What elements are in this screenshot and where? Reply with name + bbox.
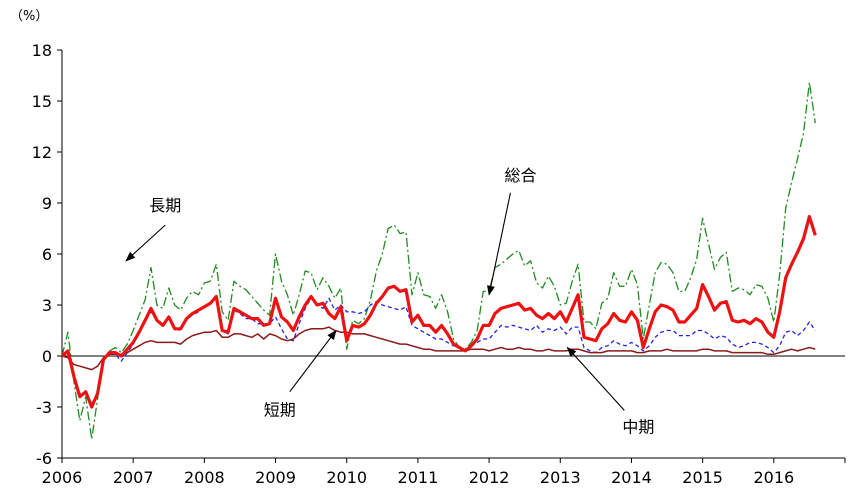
series-line-short	[62, 327, 815, 370]
x-tick-label: 2013	[540, 468, 581, 487]
y-unit-label: （%）	[10, 9, 48, 24]
annotation-label-mid: 中期	[622, 417, 654, 436]
y-tick-label: 3	[42, 296, 52, 315]
series-group	[62, 82, 815, 439]
y-tick-label: -3	[36, 398, 52, 417]
x-tick-label: 2011	[398, 468, 439, 487]
axes-frame	[62, 50, 845, 458]
x-tick-label: 2007	[113, 468, 154, 487]
x-tick-label: 2015	[682, 468, 723, 487]
x-tick-label: 2016	[753, 468, 794, 487]
y-tick-label: 0	[42, 347, 52, 366]
series-line-long	[62, 82, 815, 439]
y-axis: -6 -3 0 3 6 9 12 15 18	[32, 41, 62, 468]
y-tick-label: -6	[36, 449, 52, 468]
x-axis: 2006 2007 2008 2009 2010 2011 2012 2013 2014 2015…	[42, 458, 845, 487]
x-tick-label: 2014	[611, 468, 652, 487]
series-line-total	[62, 217, 815, 407]
y-tick-label: 12	[32, 143, 52, 162]
x-tick-label: 2012	[469, 468, 510, 487]
annotation-arrow-total	[489, 193, 510, 295]
x-tick-label: 2010	[326, 468, 367, 487]
y-tick-label: 18	[32, 41, 52, 60]
y-tick-label: 9	[42, 194, 52, 213]
x-tick-label: 2006	[42, 468, 83, 487]
annotation-label-total: 総合	[504, 166, 536, 185]
annotation-arrow-mid	[567, 348, 624, 411]
annotation-arrow-short	[290, 331, 336, 392]
annotation-label-long: 長期	[149, 196, 181, 215]
y-tick-label: 6	[42, 245, 52, 264]
annotation-arrow-long	[126, 225, 165, 261]
y-tick-label: 15	[32, 92, 52, 111]
x-tick-label: 2009	[255, 468, 296, 487]
x-tick-label: 2008	[184, 468, 225, 487]
annotation-label-short: 短期	[264, 401, 296, 420]
